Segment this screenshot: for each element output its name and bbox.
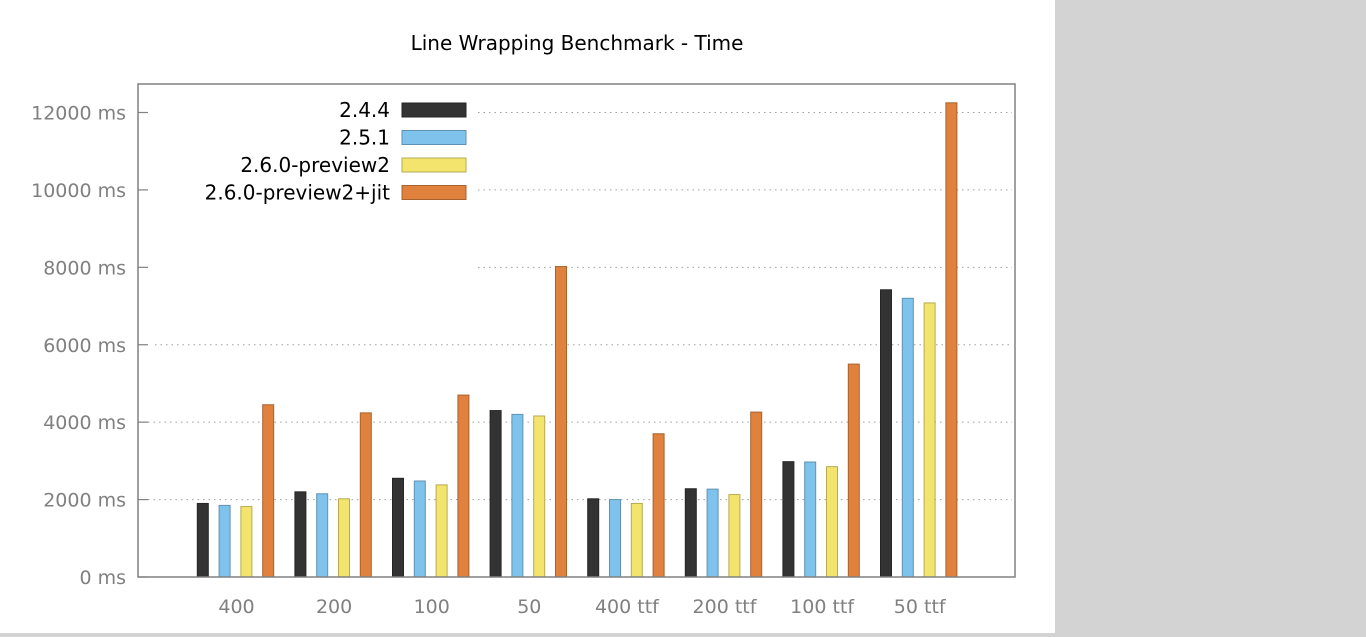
bar-100-2.5.1 [413,480,426,578]
bar-200-2.6.0-preview2+jit [359,412,372,578]
bar-400-ttf-2.5.1 [609,499,621,578]
bar-100-2.4.4 [392,477,404,578]
bar-200-ttf-2.4.4 [684,488,697,578]
y-tick-label: 8000 ms [43,257,126,279]
legend: 2.4.4 2.5.1 2.6.0-preview2 2.6.0-preview2+j… [205,98,467,205]
bar-200-ttf-2.6.0-preview2+jit [750,411,763,578]
bar-400-2.4.4 [196,502,209,578]
legend-label: 2.5.1 [339,126,390,150]
bar-50-ttf-2.6.0-preview2+jit [945,102,958,578]
legend-label: 2.6.0-preview2+jit [205,181,391,205]
chart-panel: Line Wrapping Benchmark - Time 0 ms 2000 … [0,0,1055,633]
plot-frame [137,83,1016,578]
y-tick-label: 2000 ms [43,490,126,512]
legend-swatch [401,102,467,118]
x-tick-label: 50 [517,596,541,618]
bar-chart: Line Wrapping Benchmark - Time 0 ms 2000 … [31,31,1016,618]
legend-label: 2.6.0-preview2 [240,153,390,177]
bar-50-ttf-2.6.0-preview2 [923,302,936,578]
bar-50-ttf-2.4.4 [880,289,892,578]
x-tick-label: 100 [414,596,450,618]
bar-100-ttf-2.5.1 [804,461,817,578]
bar-50-2.4.4 [489,410,502,578]
bar-400-2.6.0-preview2 [240,506,253,578]
bar-200-ttf-2.5.1 [706,488,719,578]
bar-50-2.6.0-preview2 [533,415,546,578]
bar-200-2.5.1 [316,493,329,578]
bar-200-2.4.4 [294,491,307,578]
y-tick-label: 4000 ms [43,412,126,434]
chart-title: Line Wrapping Benchmark - Time [411,31,744,55]
y-tick-label: 0 ms [79,567,126,589]
bar-400-ttf-2.4.4 [587,498,600,578]
x-tick-label: 200 ttf [693,596,758,618]
bar-100-ttf-2.6.0-preview2+jit [847,363,860,578]
legend-swatch [401,130,467,145]
axes: 0 ms 2000 ms 4000 ms 6000 ms 8000 ms 10000 ms… [31,83,1016,618]
bar-50-2.5.1 [511,413,524,578]
bar-100-ttf-2.4.4 [782,461,795,578]
bars [196,102,958,578]
bar-200-2.6.0-preview2 [338,498,350,578]
x-tick-label: 50 ttf [894,596,947,618]
bar-200-ttf-2.6.0-preview2 [728,494,741,578]
x-tick-label: 200 [316,596,352,618]
bar-400-2.6.0-preview2+jit [262,404,275,578]
y-tick-label: 10000 ms [31,180,126,202]
bar-100-2.6.0-preview2+jit [457,394,470,578]
legend-label: 2.4.4 [339,98,390,122]
bar-50-2.6.0-preview2+jit [555,266,567,578]
x-tick-label: 400 ttf [595,596,660,618]
x-tick-label: 100 ttf [790,596,855,618]
bar-400-ttf-2.6.0-preview2 [630,502,643,578]
bar-400-2.5.1 [218,504,231,578]
legend-swatch [401,157,467,173]
y-tick-label: 12000 ms [31,103,126,125]
side-panel [1055,0,1366,633]
bar-100-2.6.0-preview2 [435,484,448,578]
bar-100-ttf-2.6.0-preview2 [826,466,838,578]
x-tick-label: 400 [218,596,254,618]
bar-50-ttf-2.5.1 [901,297,914,578]
legend-swatch [401,185,467,200]
bar-400-ttf-2.6.0-preview2+jit [652,433,665,578]
y-tick-label: 6000 ms [43,335,126,357]
